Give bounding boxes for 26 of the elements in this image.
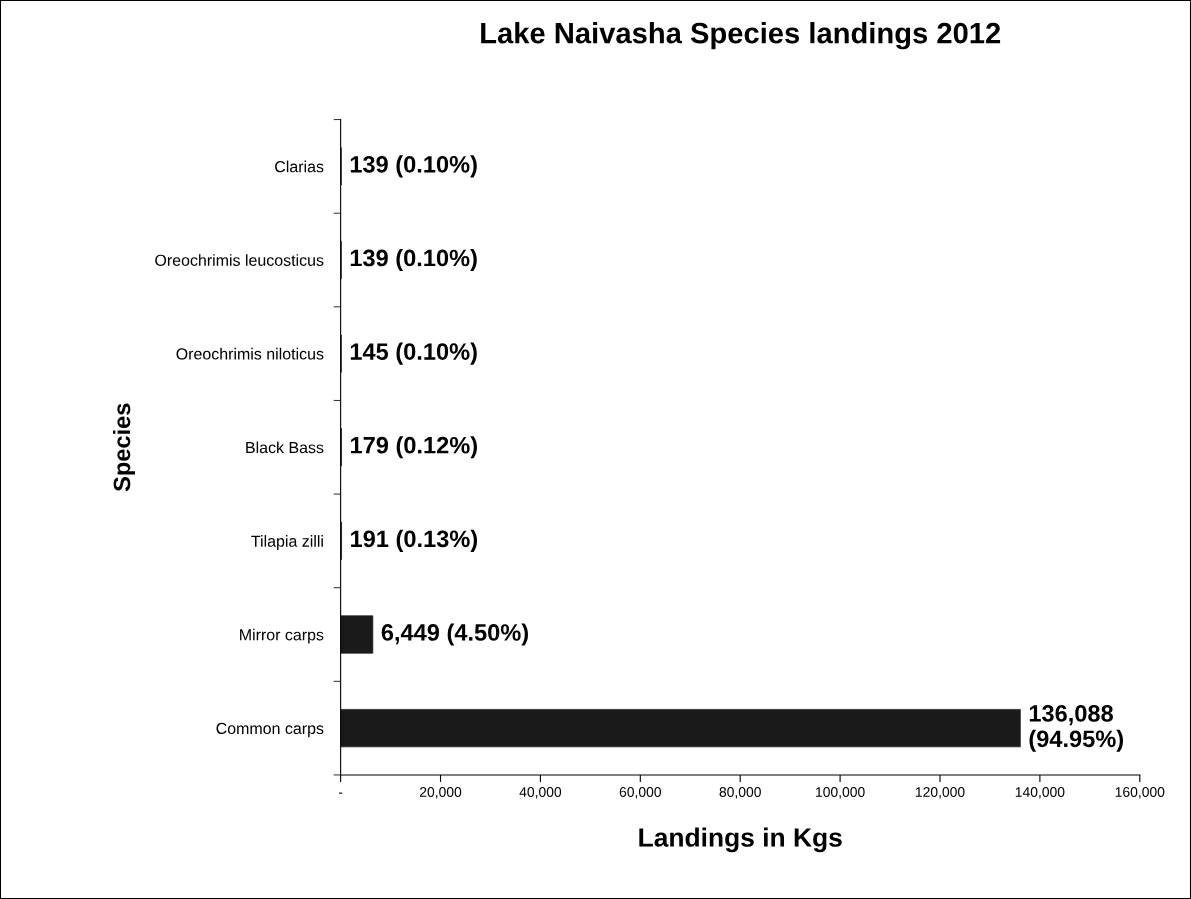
x-tick-label: 100,000	[816, 787, 865, 799]
x-tick-label: 140,000	[1015, 787, 1065, 799]
x-tick-label: 80,000	[719, 787, 761, 799]
y-tick-label: Clarias	[275, 160, 324, 173]
x-tick-label: 60,000	[619, 787, 662, 799]
y-tick-label: Oreochrimis niloticus	[176, 347, 324, 360]
x-tick-label: -	[338, 792, 343, 794]
x-tick-label: 40,000	[519, 787, 562, 799]
x-tick-label: 20,000	[419, 787, 462, 799]
data-label: 139 (0.10%)	[350, 249, 477, 272]
y-tick-label: Black Bass	[246, 441, 324, 454]
data-label: 145 (0.10%)	[350, 342, 477, 365]
x-axis-title: Landings in Kgs	[639, 827, 842, 853]
y-tick-label: Common carps	[216, 722, 324, 738]
x-tick-label: 120,000	[915, 787, 965, 799]
data-label: 6,449 (4.50%)	[381, 623, 528, 646]
data-label: 179 (0.12%)	[351, 436, 477, 459]
y-tick-label: Oreochrimis leucosticus	[155, 254, 324, 266]
chart-title: Lake Naivasha Species landings 2012	[481, 22, 1001, 50]
y-tick-label: Tilapia zilli	[251, 535, 323, 550]
data-label: 139 (0.10%)	[350, 155, 477, 178]
data-label: 136,088 (94.95%)	[1029, 705, 1123, 752]
y-tick-label: Mirror carps	[240, 628, 324, 644]
y-axis-title: Species	[112, 403, 135, 492]
data-label: 191 (0.13%)	[351, 529, 478, 552]
x-tick-label: 160,000	[1115, 787, 1165, 799]
